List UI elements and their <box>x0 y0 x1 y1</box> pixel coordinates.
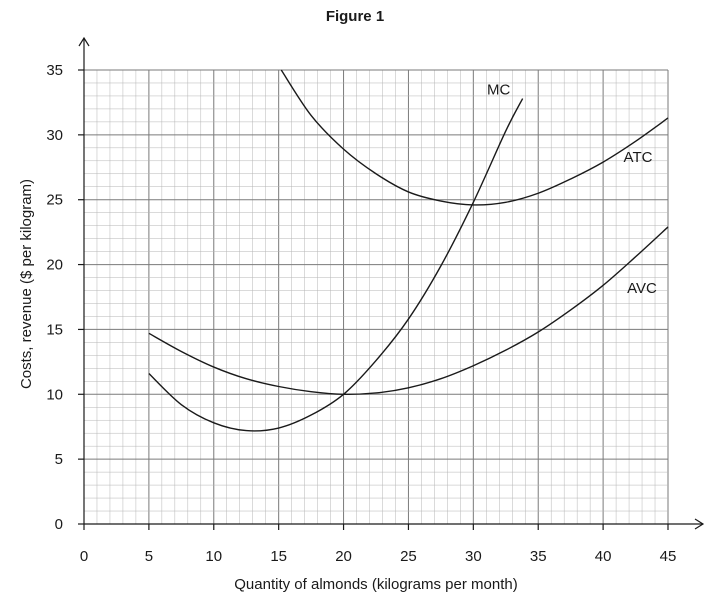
y-tick-label: 25 <box>46 192 63 209</box>
y-tick-label: 35 <box>46 62 63 79</box>
x-tick-labels: 0 5 10 15 20 25 30 35 40 45 <box>80 524 677 565</box>
series-label-atc: ATC <box>624 149 653 166</box>
series-label-mc: MC <box>487 82 510 99</box>
y-tick-label: 30 <box>46 127 63 144</box>
x-tick-label: 10 <box>205 548 222 565</box>
x-tick-label: 20 <box>335 548 352 565</box>
curves <box>148 69 669 432</box>
series-label-avc: AVC <box>627 280 657 297</box>
y-axis-title: Costs, revenue ($ per kilogram) <box>18 179 35 389</box>
x-tick-label: 0 <box>80 548 88 565</box>
grid <box>83 69 669 525</box>
y-tick-label: 20 <box>46 257 63 274</box>
y-tick-label: 5 <box>55 451 63 468</box>
y-tick-label: 0 <box>55 516 63 533</box>
x-tick-label: 30 <box>465 548 482 565</box>
x-tick-label: 35 <box>530 548 547 565</box>
x-tick-label: 15 <box>270 548 287 565</box>
chart-title: Figure 1 <box>326 8 384 25</box>
series-line-avc <box>148 226 669 396</box>
x-tick-label: 5 <box>145 548 153 565</box>
curve-labels: MC ATC AVC <box>487 82 657 297</box>
y-tick-label: 15 <box>46 321 63 338</box>
x-axis-title: Quantity of almonds (kilograms per month… <box>234 576 517 593</box>
x-tick-label: 25 <box>400 548 417 565</box>
series-line-atc <box>280 69 669 206</box>
y-axis-arrow <box>78 36 90 47</box>
y-tick-labels: 0 5 10 15 20 25 30 35 <box>46 62 84 533</box>
x-axis-arrow <box>694 518 705 530</box>
y-tick-label: 10 <box>46 386 63 403</box>
x-tick-label: 45 <box>660 548 677 565</box>
x-tick-label: 40 <box>595 548 612 565</box>
